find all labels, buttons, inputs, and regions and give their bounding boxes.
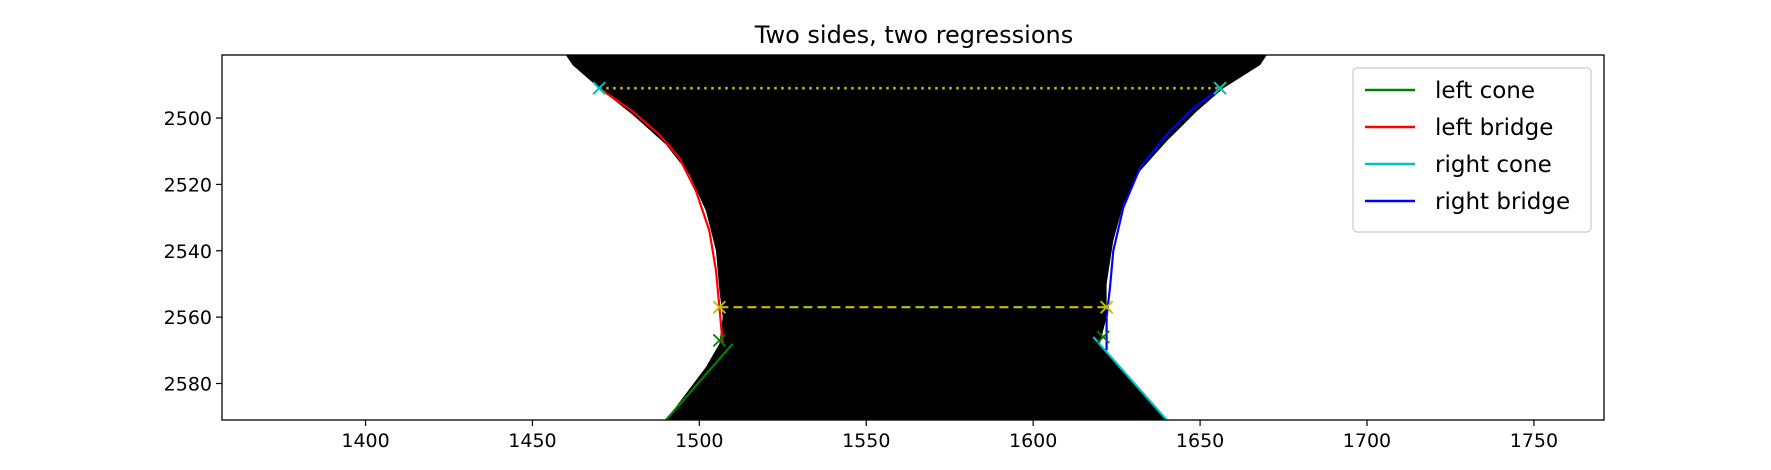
chart-title: Two sides, two regressions	[754, 21, 1073, 49]
marker-x	[1099, 300, 1114, 314]
series-right-cone	[1092, 336, 1168, 420]
legend-label: left cone	[1435, 78, 1535, 104]
y-axis: 2500 2520 2540 2560 2580	[164, 108, 222, 396]
x-tick-label: 1750	[1510, 430, 1558, 452]
legend-entry: left cone	[1365, 78, 1535, 104]
plot-area	[565, 55, 1267, 420]
legend-entry: right bridge	[1365, 189, 1570, 215]
x-tick-label: 1450	[508, 430, 556, 452]
legend-label: left bridge	[1435, 115, 1553, 141]
series-left-cone	[665, 342, 734, 420]
x-axis: 1400 1450 1500 1550 1600 1650 1700 1750	[341, 420, 1558, 452]
y-tick-label: 2560	[164, 307, 212, 329]
x-tick-label: 1400	[341, 430, 389, 452]
plot-frame	[221, 54, 1605, 421]
marker-x	[712, 333, 727, 348]
x-tick-label: 1550	[842, 430, 890, 452]
legend-entry: right cone	[1365, 152, 1552, 178]
x-tick-label: 1600	[1009, 430, 1057, 452]
marker-x	[1213, 81, 1227, 95]
x-tick-label: 1700	[1343, 430, 1391, 452]
legend-entry: left bridge	[1365, 115, 1553, 141]
marker-x	[592, 81, 606, 95]
markers-layer	[592, 81, 1227, 348]
x-tick-label: 1500	[675, 430, 723, 452]
reference-lines-layer	[599, 86, 1221, 309]
series-left-bridge	[598, 87, 724, 344]
y-tick-label: 2580	[164, 374, 212, 396]
marker-x	[1096, 330, 1110, 344]
x-tick-label: 1650	[1176, 430, 1224, 452]
hourglass-shape	[565, 55, 1267, 420]
y-tick-label: 2500	[164, 108, 212, 130]
legend-label: right cone	[1435, 152, 1552, 178]
y-tick-label: 2520	[164, 174, 212, 196]
y-tick-label: 2540	[164, 241, 212, 263]
legend-label: right bridge	[1435, 189, 1570, 215]
hourglass-shape-layer	[565, 55, 1267, 420]
legend: left cone left bridge right cone right brid…	[1352, 67, 1592, 233]
legend-box	[1352, 67, 1592, 233]
marker-x	[712, 300, 727, 314]
